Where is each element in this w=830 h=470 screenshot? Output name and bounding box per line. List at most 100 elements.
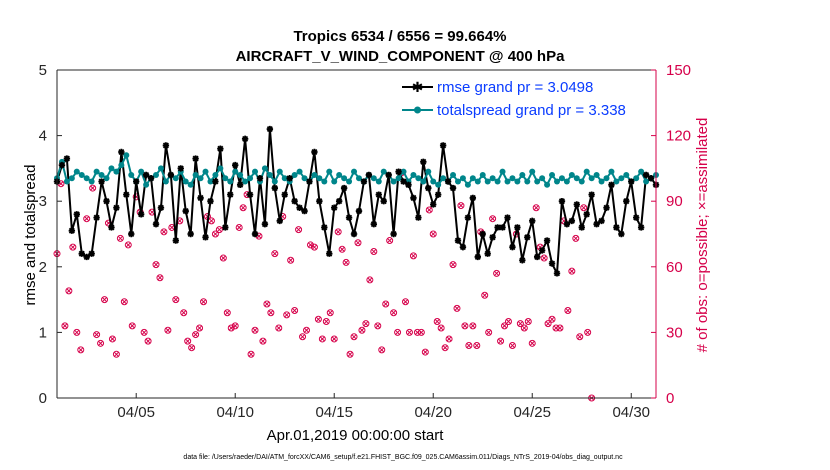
totalspread-point xyxy=(222,175,229,182)
rmse-point xyxy=(583,211,590,218)
obs-possible-point xyxy=(188,344,196,352)
rmse-point xyxy=(83,253,90,261)
x-tick-label: 04/10 xyxy=(216,404,254,421)
y-left-tick-label: 5 xyxy=(39,62,47,79)
obs-assimilated-point xyxy=(430,231,436,237)
obs-possible-point xyxy=(497,337,505,345)
obs-possible-point xyxy=(116,234,124,242)
obs-possible-point xyxy=(354,239,362,247)
rmse-point xyxy=(301,207,308,215)
rmse-point xyxy=(68,227,76,234)
rmse-point xyxy=(390,230,397,238)
y-left-tick-label: 1 xyxy=(39,324,47,341)
rmse-point xyxy=(632,214,640,221)
totalspread-point xyxy=(529,168,536,175)
rmse-point xyxy=(172,237,180,244)
obs-assimilated-point xyxy=(402,299,409,305)
totalspread-point xyxy=(573,175,580,182)
obs-possible-point xyxy=(453,304,461,312)
obs-possible-point xyxy=(469,322,477,330)
totalspread-point xyxy=(489,175,496,182)
totalspread-point xyxy=(415,175,422,182)
obs-assimilated-point xyxy=(315,316,321,322)
obs-possible-point xyxy=(211,230,219,238)
obs-assimilated-point xyxy=(406,329,413,335)
rmse-point xyxy=(162,142,170,149)
obs-assimilated-point xyxy=(533,205,539,211)
obs-assimilated-point xyxy=(98,340,104,346)
obs-assimilated-point xyxy=(109,336,115,342)
rmse-point xyxy=(355,207,363,215)
obs-assimilated-point xyxy=(145,338,151,344)
obs-possible-point xyxy=(374,322,382,330)
obs-assimilated-point xyxy=(74,329,80,335)
rmse-point xyxy=(217,145,224,152)
obs-assimilated-point xyxy=(422,349,428,355)
obs-possible-point xyxy=(271,250,279,258)
obs-assimilated-point xyxy=(395,329,401,335)
obs-assimilated-point xyxy=(323,318,329,325)
obs-assimilated-point xyxy=(94,332,100,338)
obs-possible-point xyxy=(73,328,81,336)
totalspread-point xyxy=(311,171,318,178)
obs-assimilated-point xyxy=(565,307,571,314)
obs-assimilated-point xyxy=(90,185,96,191)
obs-possible-point xyxy=(421,348,429,356)
obs-assimilated-point xyxy=(470,323,476,329)
rmse-point xyxy=(543,237,551,244)
obs-assimilated-point xyxy=(173,297,179,303)
obs-possible-point xyxy=(405,328,413,336)
rmse-point xyxy=(192,155,199,162)
totalspread-point xyxy=(608,168,615,175)
obs-possible-point xyxy=(473,342,481,350)
obs-assimilated-point xyxy=(486,329,492,335)
obs-possible-point xyxy=(548,315,556,323)
rmse-point xyxy=(459,243,467,251)
totalspread-point xyxy=(484,178,491,185)
rmse-point xyxy=(509,243,516,251)
rmse-point xyxy=(598,217,605,225)
totalspread-point xyxy=(143,181,150,188)
totalspread-point xyxy=(563,178,570,185)
totalspread-point xyxy=(568,171,575,178)
obs-possible-point xyxy=(370,247,378,255)
obs-possible-point xyxy=(223,309,231,317)
obs-assimilated-point xyxy=(458,203,464,209)
rmse-point xyxy=(167,171,175,179)
obs-possible-point xyxy=(576,333,584,341)
rmse-point xyxy=(420,158,427,166)
totalspread-point xyxy=(182,178,189,185)
rmse-point xyxy=(519,257,526,264)
obs-possible-point xyxy=(61,322,69,330)
obs-assimilated-point xyxy=(517,321,523,327)
x-tick-label: 04/20 xyxy=(414,404,452,421)
obs-possible-point xyxy=(235,223,243,231)
totalspread-point xyxy=(420,178,427,185)
obs-assimilated-point xyxy=(113,351,119,357)
obs-assimilated-point xyxy=(157,275,163,281)
rmse-point xyxy=(618,230,625,238)
rmse-point xyxy=(276,217,283,225)
obs-assimilated-point xyxy=(272,251,278,257)
obs-assimilated-point xyxy=(264,301,270,307)
obs-possible-point xyxy=(532,204,540,212)
obs-assimilated-point xyxy=(450,262,456,268)
rmse-point xyxy=(588,191,595,198)
rmse-point xyxy=(514,224,521,231)
rmse-point xyxy=(331,204,338,211)
legend-rmse-label: rmse grand pr = 3.0498 xyxy=(437,79,593,96)
obs-assimilated-point xyxy=(117,235,123,241)
totalspread-point xyxy=(494,178,501,185)
obs-assimilated-point xyxy=(84,216,90,222)
totalspread-point xyxy=(128,171,135,178)
rmse-point xyxy=(499,224,506,231)
obs-assimilated-point xyxy=(585,329,591,335)
obs-possible-point xyxy=(366,276,374,284)
y-axis-right-label: # of obs: o=possible; ×=assimilated xyxy=(694,118,711,353)
obs-assimilated-point xyxy=(236,224,242,230)
totalspread-point xyxy=(207,178,214,185)
y-axis-left-label: rmse and totalspread xyxy=(22,165,39,306)
obs-possible-point xyxy=(409,252,417,260)
rmse-point xyxy=(563,220,571,228)
obs-assimilated-point xyxy=(224,310,230,316)
